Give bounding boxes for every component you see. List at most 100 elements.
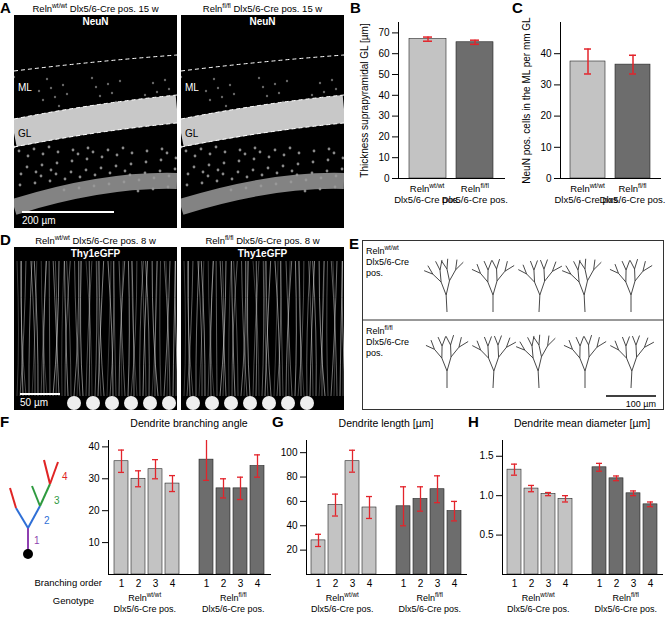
svg-text:60: 60	[378, 48, 390, 59]
svg-text:3: 3	[153, 578, 159, 589]
svg-text:0.5: 0.5	[480, 529, 494, 540]
html-text:A: A	[0, 0, 11, 16]
svg-text:50 µm: 50 µm	[20, 397, 48, 408]
html-text:Relnwt/wt: Relnwt/wt	[128, 591, 162, 603]
html-text:Relnfl/fl Dlx5/6-Cre pos. 15 w: Relnfl/fl Dlx5/6-Cre pos. 15 w	[202, 1, 323, 14]
svg-text:50: 50	[378, 69, 390, 80]
svg-text:3: 3	[435, 578, 441, 589]
html-text:D: D	[0, 231, 11, 248]
svg-text:4: 4	[170, 578, 176, 589]
svg-text:80: 80	[286, 471, 298, 482]
html-text:NeuN: NeuN	[249, 16, 276, 27]
html-text:Dendrite length [µm]: Dendrite length [µm]	[338, 417, 434, 429]
svg-text:3: 3	[350, 578, 356, 589]
svg-text:10: 10	[540, 142, 552, 153]
html-text:Relnfl/fl Dlx5/6-Cre pos. 8 w: Relnfl/fl Dlx5/6-Cre pos. 8 w	[205, 233, 320, 246]
html-text:Dlx5/6-Cre pos.: Dlx5/6-Cre pos.	[202, 603, 265, 614]
html-text:Relnwt/wt: Relnwt/wt	[325, 591, 359, 603]
svg-text:1: 1	[597, 578, 603, 589]
svg-text:3: 3	[546, 578, 552, 589]
html-text:Relnwt/wt: Relnwt/wt	[521, 591, 555, 603]
html-text:C: C	[512, 0, 523, 16]
html-text:Relnwt/wt: Relnwt/wt	[366, 244, 399, 256]
svg-text:2: 2	[333, 578, 339, 589]
svg-text:0: 0	[384, 173, 390, 184]
svg-text:2: 2	[221, 578, 227, 589]
html-text:Relnfl/fl: Relnfl/fl	[618, 181, 647, 194]
html-text:Relnwt/wtDlx5/6-Cre pos. 15 w: Relnwt/wtDlx5/6-Cre pos. 15 w	[32, 1, 159, 14]
html-text:Dlx5/6-Cre pos.: Dlx5/6-Cre pos.	[113, 603, 176, 614]
svg-text:3: 3	[54, 495, 60, 506]
svg-text:1: 1	[34, 535, 40, 546]
html-text:Dlx5/6-Cre pos.: Dlx5/6-Cre pos.	[554, 194, 621, 205]
svg-text:1: 1	[119, 578, 125, 589]
svg-text:60: 60	[286, 496, 298, 507]
html-text:Dlx5/6-Cre pos.: Dlx5/6-Cre pos.	[366, 257, 409, 278]
svg-text:1: 1	[401, 578, 407, 589]
svg-text:70: 70	[378, 27, 390, 38]
svg-text:100 µm: 100 µm	[626, 399, 656, 409]
svg-text:4: 4	[62, 471, 68, 482]
html-text:Branching order: Branching order	[34, 577, 102, 588]
html-text:Relnwt/wt: Relnwt/wt	[409, 181, 445, 194]
html-text:Relnfl/fl: Relnfl/fl	[416, 591, 443, 603]
svg-text:30: 30	[88, 473, 100, 484]
html-text:Relnfl/fl: Relnfl/fl	[612, 591, 639, 603]
svg-text:GL: GL	[185, 128, 199, 139]
svg-text:20: 20	[286, 544, 298, 555]
svg-text:Thickness suprapyramidal GL [µ: Thickness suprapyramidal GL [µm]	[359, 23, 370, 178]
svg-text:NeuN pos. cells in the ML per: NeuN pos. cells in the ML per mm GL	[521, 17, 532, 184]
svg-text:200 µm: 200 µm	[22, 215, 56, 226]
svg-text:4: 4	[648, 578, 654, 589]
svg-text:ML: ML	[18, 82, 32, 93]
svg-text:1: 1	[204, 578, 210, 589]
svg-text:10: 10	[378, 152, 390, 163]
svg-text:1: 1	[316, 578, 322, 589]
svg-text:100: 100	[281, 447, 298, 458]
svg-text:4: 4	[563, 578, 569, 589]
svg-text:1: 1	[512, 578, 518, 589]
html-text:Dendrite branching angle: Dendrite branching angle	[130, 417, 248, 429]
svg-text:40: 40	[286, 520, 298, 531]
html-text:Relnwt/wt Dlx5/6-Cre pos. 8 w: Relnwt/wt Dlx5/6-Cre pos. 8 w	[35, 233, 156, 246]
html-text:NeuN: NeuN	[82, 16, 109, 27]
html-text:Dlx5/6-Cre pos.: Dlx5/6-Cre pos.	[394, 194, 461, 205]
html-text:Dlx5/6-Cre pos.: Dlx5/6-Cre pos.	[366, 337, 409, 358]
svg-text:2: 2	[418, 578, 424, 589]
html-text:Dendrite mean diameter [µm]: Dendrite mean diameter [µm]	[513, 417, 651, 429]
html-text:Dlx5/6-Cre pos.: Dlx5/6-Cre pos.	[441, 194, 508, 205]
svg-text:4: 4	[367, 578, 373, 589]
html-text:Genotype: Genotype	[52, 595, 94, 606]
html-text:Thy1eGFP: Thy1eGFP	[237, 248, 288, 259]
svg-text:30: 30	[540, 79, 552, 90]
svg-text:3: 3	[238, 578, 244, 589]
svg-text:4: 4	[452, 578, 458, 589]
svg-text:1.0: 1.0	[480, 490, 494, 501]
html-text:Relnfl/fl: Relnfl/fl	[460, 181, 489, 194]
svg-text:2: 2	[136, 578, 142, 589]
svg-text:40: 40	[540, 48, 552, 59]
html-text:Thy1eGFP: Thy1eGFP	[70, 248, 121, 259]
svg-text:4: 4	[255, 578, 261, 589]
svg-text:ML: ML	[185, 82, 199, 93]
html-text:G: G	[272, 413, 284, 430]
html-text:B: B	[350, 0, 361, 16]
svg-text:20: 20	[540, 110, 552, 121]
svg-text:2: 2	[44, 515, 50, 526]
svg-text:2: 2	[529, 578, 535, 589]
svg-text:20: 20	[88, 505, 100, 516]
html-text:Relnwt/wt: Relnwt/wt	[570, 181, 605, 194]
svg-text:1.5: 1.5	[480, 450, 494, 461]
svg-text:2: 2	[614, 578, 620, 589]
html-text:Dlx5/6-Cre pos.: Dlx5/6-Cre pos.	[599, 194, 666, 205]
svg-text:30: 30	[378, 110, 390, 121]
html-text:Relnfl/fl: Relnfl/fl	[366, 324, 393, 336]
svg-text:GL: GL	[18, 128, 32, 139]
html-text:Relnfl/fl: Relnfl/fl	[220, 591, 247, 603]
svg-text:20: 20	[378, 131, 390, 142]
svg-text:0: 0	[546, 173, 552, 184]
svg-text:10: 10	[88, 537, 100, 548]
svg-text:3: 3	[631, 578, 637, 589]
svg-text:40: 40	[378, 90, 390, 101]
svg-text:40: 40	[88, 441, 100, 452]
